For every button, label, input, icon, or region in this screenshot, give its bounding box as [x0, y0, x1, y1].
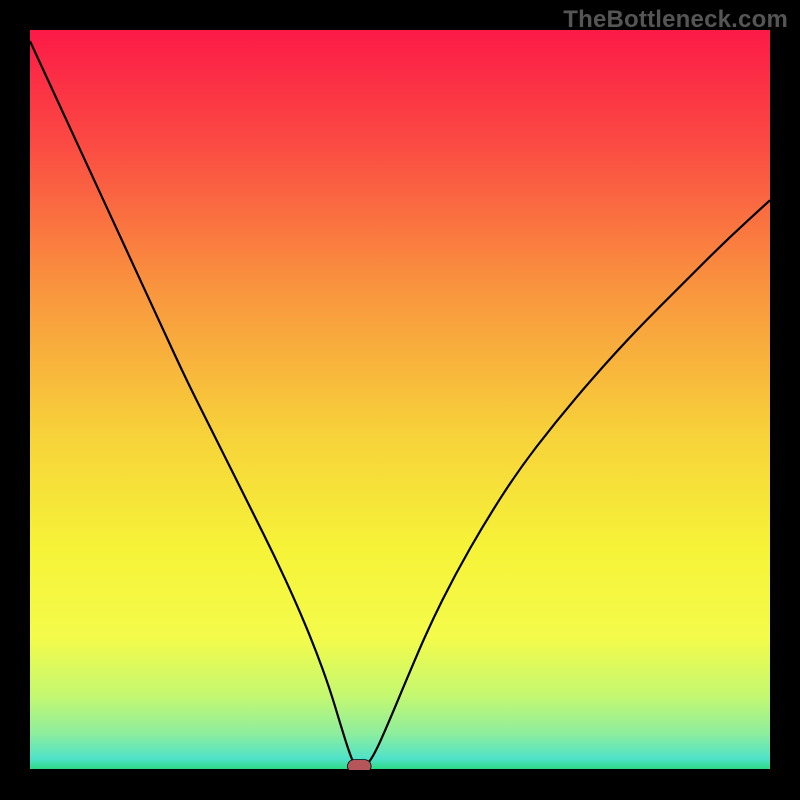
gradient-background [30, 30, 770, 770]
watermark-text: TheBottleneck.com [563, 6, 788, 34]
optimal-marker [347, 760, 371, 770]
bottleneck-chart-svg [30, 30, 770, 770]
plot-area [30, 30, 770, 770]
chart-frame: TheBottleneck.com [0, 0, 800, 800]
